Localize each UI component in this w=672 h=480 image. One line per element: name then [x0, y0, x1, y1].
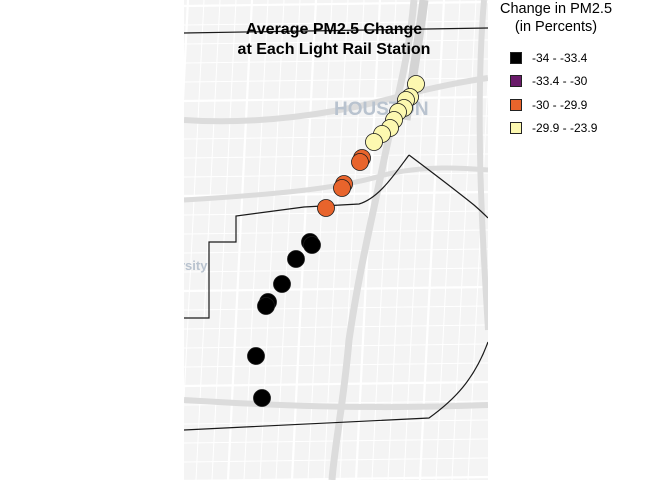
legend-title-line1: Change in PM2.5	[499, 1, 613, 17]
map-panel[interactable]: HOUSTON rsity	[184, 0, 488, 480]
station-point	[317, 199, 335, 217]
legend-item: -34 - -33.4	[510, 46, 672, 70]
partial-label: rsity	[184, 258, 208, 273]
station-point	[333, 179, 351, 197]
legend-item: -30 - -29.9	[510, 93, 672, 117]
map-title-line1: Average PM2.5 Change	[245, 21, 423, 38]
legend-title-line2: (in Percents)	[514, 19, 598, 35]
legend-label: -29.9 - -23.9	[532, 121, 598, 136]
map-title-line2: at Each Light Rail Station	[237, 41, 431, 58]
station-point	[303, 236, 321, 254]
legend-label: -33.4 - -30	[532, 74, 588, 89]
highways	[184, 0, 488, 480]
station-point	[257, 297, 275, 315]
station-point	[253, 389, 271, 407]
map-title: Average PM2.5 Change at Each Light Rail …	[184, 20, 484, 60]
station-points	[247, 75, 425, 407]
legend-label: -30 - -29.9	[532, 97, 588, 112]
legend-swatch	[510, 75, 522, 88]
legend-item: -33.4 - -30	[510, 70, 672, 94]
legend-label: -34 - -33.4	[532, 50, 588, 65]
legend: Change in PM2.5 (in Percents) -34 - -33.…	[492, 0, 672, 140]
basemap: HOUSTON rsity	[184, 0, 488, 480]
legend-items: -34 - -33.4 -33.4 - -30 -30 - -29.9 -29.…	[492, 46, 672, 140]
legend-swatch	[510, 122, 522, 135]
station-point	[287, 250, 305, 268]
station-point	[351, 153, 369, 171]
station-point	[273, 275, 291, 293]
legend-title: Change in PM2.5 (in Percents)	[492, 0, 620, 36]
station-point	[365, 133, 383, 151]
legend-swatch	[510, 51, 522, 64]
station-point	[247, 347, 265, 365]
legend-item: -29.9 - -23.9	[510, 117, 672, 141]
legend-swatch	[510, 98, 522, 111]
boundary-lines	[184, 27, 488, 431]
